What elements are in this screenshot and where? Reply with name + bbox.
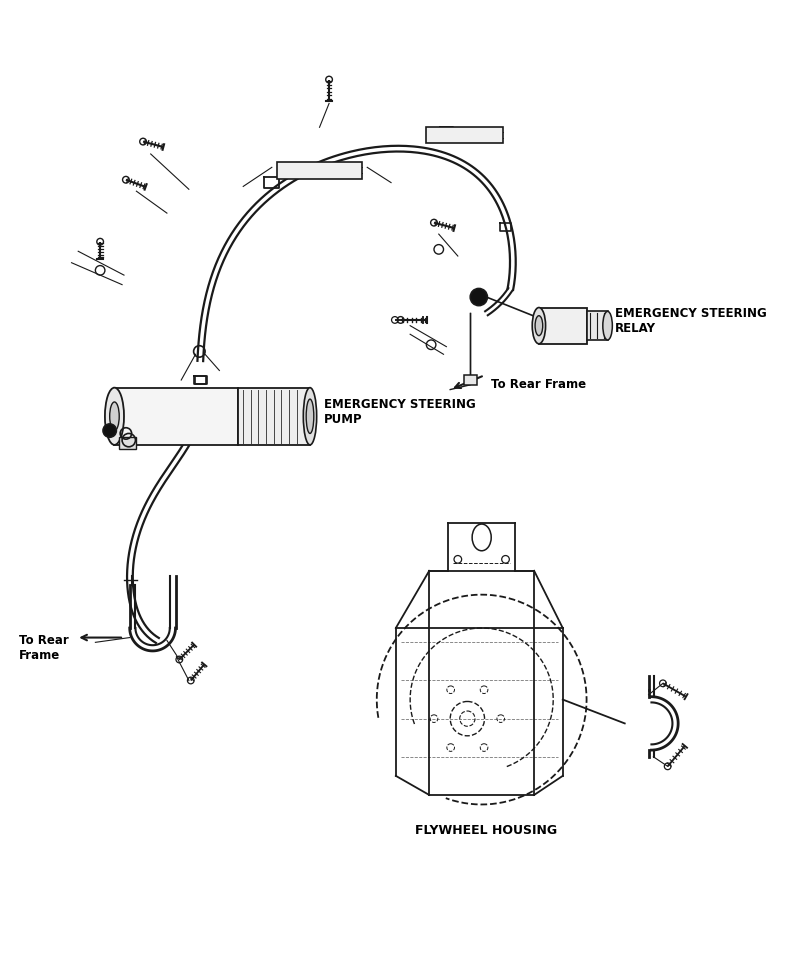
Ellipse shape (303, 387, 317, 445)
Circle shape (103, 424, 116, 438)
Text: FLYWHEEL HOUSING: FLYWHEEL HOUSING (415, 824, 557, 836)
Text: EMERGENCY STEERING
PUMP: EMERGENCY STEERING PUMP (324, 398, 476, 426)
Ellipse shape (535, 316, 543, 336)
Ellipse shape (532, 308, 546, 344)
Text: To Rear
Frame: To Rear Frame (19, 634, 69, 662)
Bar (539, 308, 587, 344)
Bar (276, 162, 363, 179)
Ellipse shape (603, 312, 612, 340)
Bar (587, 312, 607, 340)
Bar (120, 438, 136, 449)
Ellipse shape (307, 399, 314, 434)
Text: EMERGENCY STEERING
RELAY: EMERGENCY STEERING RELAY (615, 307, 767, 335)
Ellipse shape (109, 402, 120, 431)
Circle shape (470, 288, 487, 306)
Bar (463, 376, 477, 385)
Bar (115, 387, 238, 445)
Bar (238, 387, 310, 445)
Ellipse shape (105, 387, 124, 445)
Text: To Rear Frame: To Rear Frame (491, 378, 586, 391)
Bar (426, 127, 503, 142)
